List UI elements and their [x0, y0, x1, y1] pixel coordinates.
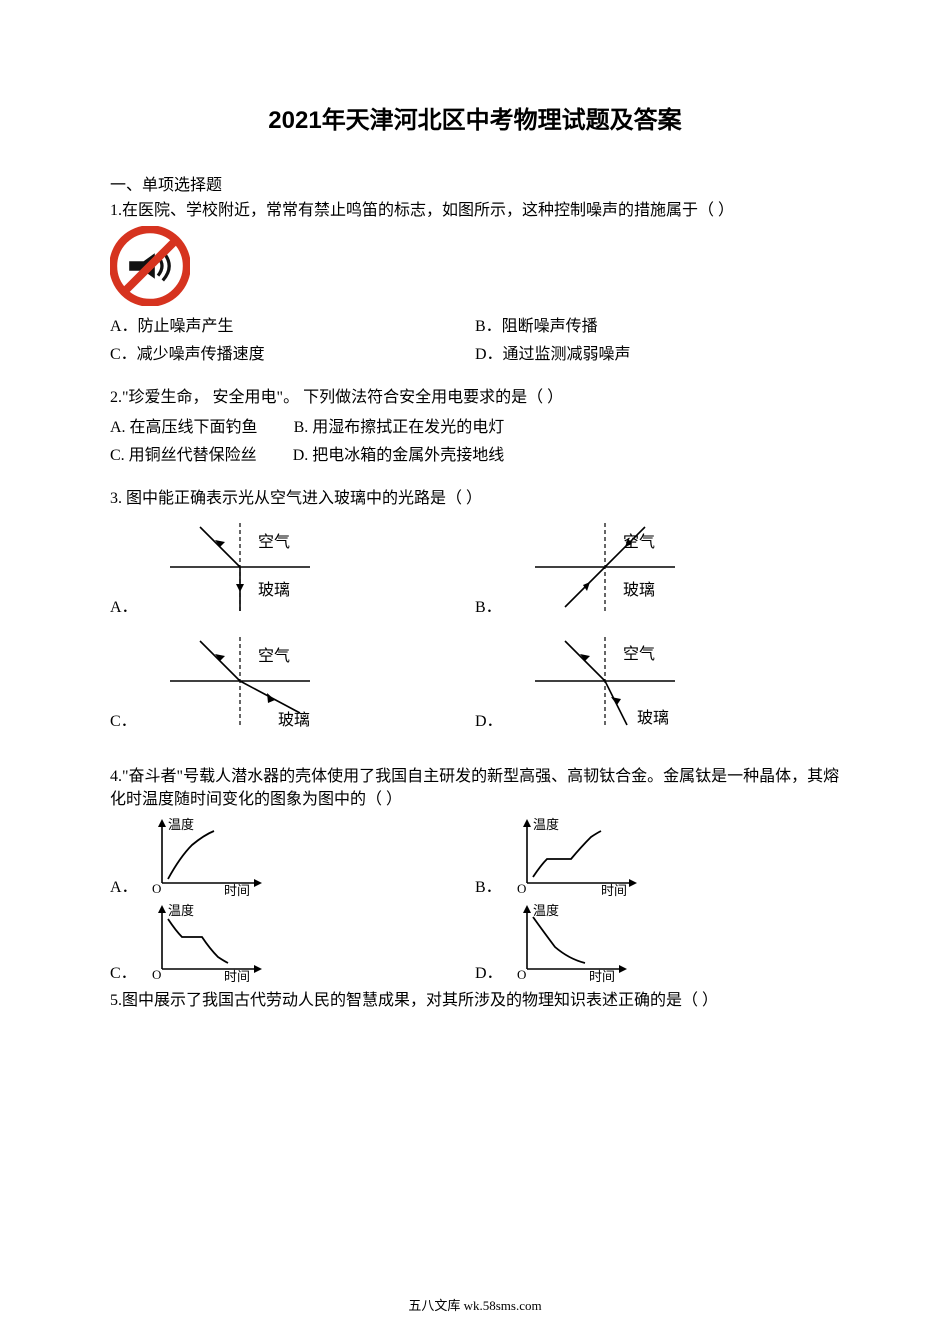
- q3-label-a: A．: [110, 593, 160, 617]
- q3-label-b: B．: [475, 593, 525, 617]
- q4-label-b: B．: [475, 873, 515, 897]
- svg-text:空气: 空气: [258, 647, 290, 665]
- q1-opt-b: B．阻断噪声传播: [475, 310, 840, 338]
- q4-diagram-d: 温度 时间 O: [515, 903, 635, 983]
- q2-row1: A. 在高压线下面钓鱼 B. 用湿布擦拭正在发光的电灯: [110, 411, 840, 439]
- q4-diagram-c: 温度 时间 O: [150, 903, 270, 983]
- no-horn-icon: [110, 226, 190, 306]
- q3-diagram-c: 空气 玻璃: [160, 631, 330, 731]
- q2-opt-b: B. 用湿布擦拭正在发光的电灯: [294, 419, 505, 436]
- svg-text:空气: 空气: [623, 533, 655, 551]
- q2-stem: 2."珍爱生命， 安全用电"。 下列做法符合安全用电要求的是（ ）: [110, 386, 840, 409]
- q1-opt-d: D．通过监测减弱噪声: [475, 338, 840, 366]
- svg-text:O: O: [517, 967, 526, 982]
- svg-text:温度: 温度: [168, 817, 194, 832]
- svg-text:时间: 时间: [589, 969, 615, 983]
- svg-text:O: O: [152, 967, 161, 982]
- q2-opt-d: D. 把电冰箱的金属外壳接地线: [293, 447, 505, 464]
- q1-opt-c: C．减少噪声传播速度: [110, 338, 475, 366]
- svg-text:O: O: [152, 881, 161, 896]
- q4-label-c: C．: [110, 959, 150, 983]
- q1-options: A．防止噪声产生 B．阻断噪声传播 C．减少噪声传播速度 D．通过监测减弱噪声: [110, 310, 840, 366]
- svg-text:空气: 空气: [258, 533, 290, 551]
- q1-stem: 1.在医院、学校附近，常常有禁止鸣笛的标志，如图所示，这种控制噪声的措施属于（ …: [110, 199, 840, 222]
- q2-row2: C. 用铜丝代替保险丝 D. 把电冰箱的金属外壳接地线: [110, 439, 840, 467]
- q1-opt-a: A．防止噪声产生: [110, 310, 475, 338]
- svg-text:玻璃: 玻璃: [637, 709, 669, 727]
- q4-label-a: A．: [110, 873, 150, 897]
- q2-opt-a: A. 在高压线下面钓鱼: [110, 419, 258, 436]
- svg-text:玻璃: 玻璃: [278, 711, 310, 729]
- q4-diagram-a: 温度 时间 O: [150, 817, 270, 897]
- q3-label-d: D．: [475, 707, 525, 731]
- q4-stem: 4."奋斗者"号载人潜水器的壳体使用了我国自主研发的新型高强、高韧钛合金。金属钛…: [110, 765, 840, 811]
- q4-diagram-b: 温度 时间 O: [515, 817, 645, 897]
- page-title: 2021年天津河北区中考物理试题及答案: [110, 100, 840, 135]
- q3-diagram-d: 空气 玻璃: [525, 631, 695, 731]
- svg-text:玻璃: 玻璃: [258, 581, 290, 599]
- q3-label-c: C．: [110, 707, 160, 731]
- svg-text:温度: 温度: [533, 817, 559, 832]
- page-footer: 五八文库 wk.58sms.com: [0, 1295, 950, 1314]
- svg-text:温度: 温度: [168, 903, 194, 918]
- q2-opt-c: C. 用铜丝代替保险丝: [110, 447, 257, 464]
- svg-text:温度: 温度: [533, 903, 559, 918]
- svg-text:时间: 时间: [224, 883, 250, 897]
- q3-diagram-b: 空气 玻璃: [525, 517, 685, 617]
- section-header: 一、单项选择题: [110, 171, 840, 195]
- svg-text:时间: 时间: [601, 883, 627, 897]
- q3-stem: 3. 图中能正确表示光从空气进入玻璃中的光路是（ ）: [110, 487, 840, 510]
- q3-diagram-a: 空气 玻璃: [160, 517, 320, 617]
- q5-stem: 5.图中展示了我国古代劳动人民的智慧成果，对其所涉及的物理知识表述正确的是（ ）: [110, 989, 840, 1012]
- svg-text:时间: 时间: [224, 969, 250, 983]
- svg-text:玻璃: 玻璃: [623, 581, 655, 599]
- svg-text:空气: 空气: [623, 645, 655, 663]
- q4-label-d: D．: [475, 959, 515, 983]
- svg-text:O: O: [517, 881, 526, 896]
